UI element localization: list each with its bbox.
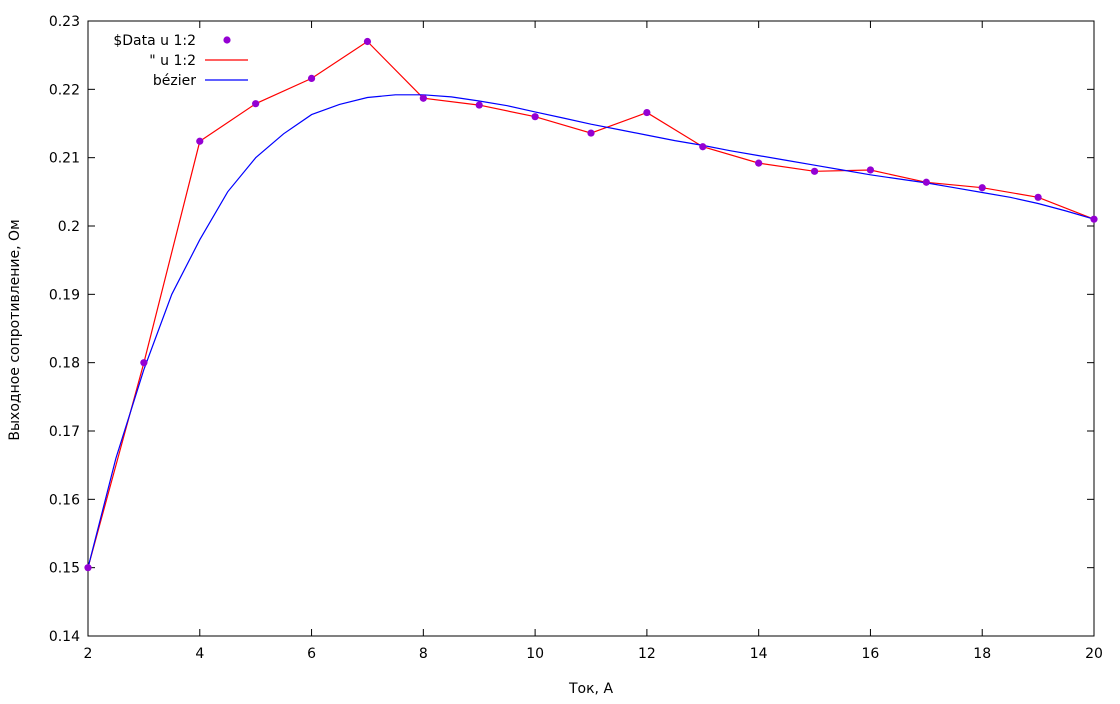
data-point — [363, 37, 372, 46]
data-point — [475, 101, 483, 109]
data-point — [140, 359, 148, 367]
x-axis-label: Ток, А — [568, 681, 613, 697]
data-point — [978, 184, 986, 192]
y-tick-label: 0.21 — [49, 151, 80, 167]
y-axis-label: Выходное сопротивление, Ом — [7, 219, 23, 440]
plot-frame — [87, 20, 1095, 637]
x-axis-ticks: 2 4 6 8 10 12 14 16 18 20 — [84, 21, 1103, 662]
x-tick-label: 8 — [419, 646, 428, 662]
y-tick-label: 0.23 — [49, 14, 80, 30]
x-tick-label: 6 — [307, 646, 316, 662]
data-point — [643, 108, 651, 117]
y-tick-label: 0.15 — [49, 561, 80, 577]
y-tick-label: 0.16 — [49, 492, 80, 508]
data-point — [810, 167, 819, 175]
legend: $Data u 1:2 " u 1:2 bézier — [113, 33, 248, 89]
legend-label: bézier — [153, 73, 196, 89]
data-point — [699, 143, 707, 151]
y-tick-label: 0.2 — [58, 219, 80, 235]
data-point — [866, 166, 875, 174]
x-tick-label: 10 — [526, 646, 544, 662]
series-layer — [84, 37, 1098, 572]
y-tick-label: 0.22 — [49, 82, 80, 98]
x-tick-label: 12 — [638, 646, 656, 662]
x-tick-label: 2 — [84, 646, 93, 662]
data-point — [84, 564, 92, 572]
x-tick-label: 16 — [862, 646, 880, 662]
x-tick-label: 18 — [973, 646, 991, 662]
data-point — [922, 178, 930, 186]
legend-label: $Data u 1:2 — [113, 33, 196, 49]
data-point — [587, 129, 595, 137]
data-point — [755, 159, 763, 167]
y-tick-label: 0.18 — [49, 356, 80, 372]
data-point — [419, 94, 427, 102]
y-axis-ticks: 0.14 0.15 0.16 0.17 0.18 0.19 0.2 0.21 0.22 0.23 — [49, 14, 1094, 645]
data-line — [87, 40, 1095, 568]
data-point — [307, 74, 316, 82]
bezier-curve — [87, 94, 1095, 568]
y-tick-label: 0.17 — [49, 424, 80, 440]
data-point — [252, 100, 260, 108]
x-tick-label: 4 — [195, 646, 204, 662]
data-point — [1090, 215, 1098, 223]
data-point — [1034, 193, 1042, 201]
legend-marker — [223, 36, 231, 44]
legend-label: " u 1:2 — [149, 53, 196, 69]
data-point — [196, 137, 204, 145]
x-tick-label: 14 — [750, 646, 768, 662]
x-tick-label: 20 — [1085, 646, 1103, 662]
y-tick-label: 0.14 — [49, 629, 80, 645]
data-point — [531, 113, 539, 121]
y-tick-label: 0.19 — [49, 287, 80, 303]
